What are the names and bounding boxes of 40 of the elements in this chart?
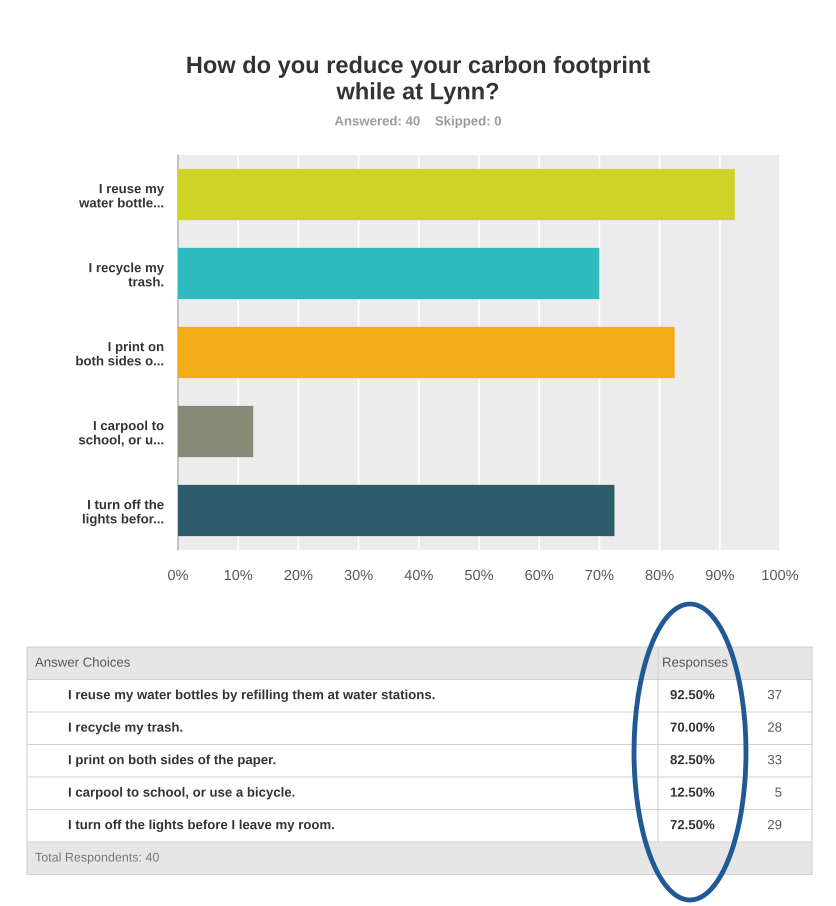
text: 28 <box>768 722 782 732</box>
text: I reuse my water bottles by refilling them at water stations. <box>68 690 434 702</box>
y-tick-label: I carpool to school, or u... <box>78 420 164 446</box>
text: Answer Choices <box>35 657 130 667</box>
text: 33 <box>768 754 782 764</box>
y-tick-label: I recycle my trash. <box>89 262 164 286</box>
text: 12.50% <box>670 787 714 797</box>
x-tick-label: 0% <box>168 570 188 580</box>
x-tick-label: 70% <box>586 570 614 580</box>
text: 29 <box>768 820 782 830</box>
x-tick-label: 80% <box>646 570 674 580</box>
text: 5 <box>775 788 782 797</box>
bar <box>178 168 735 220</box>
x-tick-label: 50% <box>464 570 494 580</box>
text: Responses <box>663 658 728 670</box>
bar <box>178 406 254 458</box>
y-tick-label: I reuse my water bottle... <box>79 184 164 208</box>
chart-subtitle: Answered: 40 Skipped: 0 <box>334 116 502 128</box>
x-tick-label: 60% <box>525 570 554 580</box>
x-tick-label: 20% <box>284 570 312 580</box>
x-tick-label: 40% <box>404 570 433 580</box>
chart-title: How do you reduce your carbon footprint while at Lynn? <box>187 56 650 104</box>
text: I print on both sides of the paper. <box>68 754 276 767</box>
text: I carpool to school, or use a bicycle. <box>68 787 294 800</box>
text: 37 <box>768 690 782 700</box>
x-tick-label: 100% <box>762 570 798 580</box>
text: I turn off the lights before I leave my room. <box>68 820 334 832</box>
y-tick-label: I print on both sides o... <box>76 342 164 366</box>
bar <box>178 484 614 536</box>
text: 92.50% <box>670 690 714 700</box>
text: Total Respondents: 40 <box>35 852 159 864</box>
text: 70.00% <box>670 722 714 732</box>
x-tick-label: 30% <box>344 570 373 580</box>
text: 82.50% <box>670 754 714 764</box>
y-tick-label: I turn off the lights befor... <box>82 500 164 526</box>
x-tick-label: 10% <box>224 570 252 580</box>
bar <box>178 248 600 300</box>
x-tick-label: 90% <box>706 570 734 580</box>
bar <box>178 326 675 378</box>
text: 72.50% <box>670 820 714 830</box>
